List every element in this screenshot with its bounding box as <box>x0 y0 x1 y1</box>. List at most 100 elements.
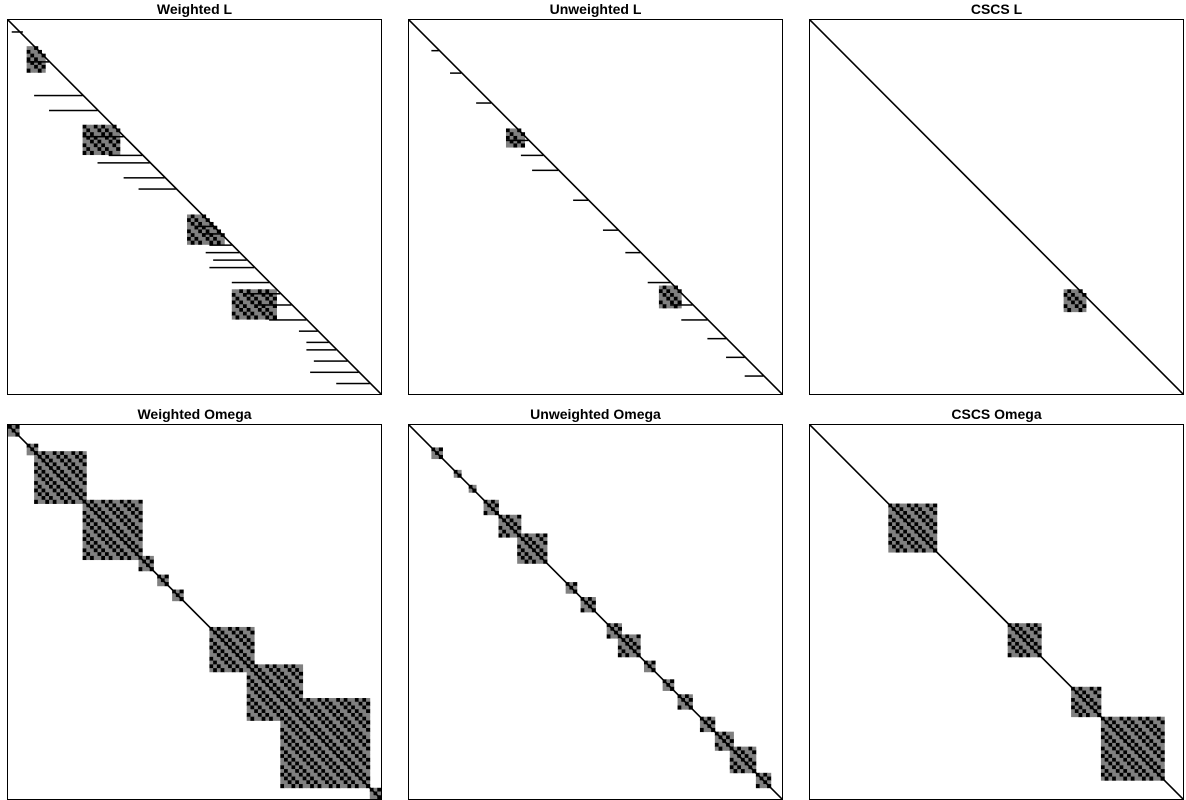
block-cell <box>276 690 281 695</box>
block-cell <box>933 511 938 516</box>
block-cell <box>767 776 772 781</box>
block-cell <box>108 514 113 519</box>
block-cell <box>287 709 292 714</box>
block-cell <box>1138 735 1143 740</box>
block-cell <box>298 769 304 774</box>
block-cell <box>67 473 72 478</box>
block-cell <box>354 735 360 740</box>
block-cell <box>1104 757 1109 762</box>
block-cell <box>759 772 764 777</box>
block-cell <box>744 765 749 770</box>
block-cell <box>250 679 255 684</box>
block-cell <box>284 776 289 781</box>
block-cell <box>1100 720 1106 725</box>
block-cell <box>254 664 259 669</box>
block-cell <box>520 139 526 144</box>
block-cell <box>513 132 518 137</box>
block-cell <box>621 634 626 639</box>
block-cell <box>257 709 263 714</box>
block-cell <box>131 533 136 538</box>
block-cell <box>287 724 292 729</box>
block-cell <box>921 544 927 549</box>
block-cell <box>1071 701 1076 706</box>
block-cell <box>298 776 304 781</box>
block-cell <box>265 709 270 714</box>
block-cell <box>517 514 522 519</box>
block-cell <box>220 641 225 647</box>
block-cell <box>491 511 496 516</box>
block-cell <box>246 671 251 676</box>
block-cell <box>250 296 255 301</box>
block-cell <box>287 761 292 766</box>
block-cell <box>101 511 106 516</box>
block-cell <box>302 716 307 721</box>
block-cell <box>617 626 623 632</box>
block-cell <box>895 514 900 519</box>
block-cell <box>231 315 236 320</box>
block-cell <box>910 518 915 523</box>
block-cell <box>1156 731 1162 736</box>
block-cell <box>280 724 285 729</box>
block-cell <box>1127 754 1132 759</box>
block-cell <box>254 694 259 699</box>
block-cell <box>1153 772 1158 777</box>
block-cell <box>1108 746 1113 751</box>
block-cell <box>49 499 54 504</box>
block-cell <box>1115 757 1120 762</box>
block-cell <box>1071 690 1076 695</box>
block-cell <box>138 499 143 504</box>
block-cell <box>733 754 738 759</box>
block-cell <box>502 522 507 527</box>
block-cell <box>487 511 492 516</box>
block-cell <box>108 555 113 561</box>
block-cell <box>90 518 95 523</box>
row-band <box>625 251 641 254</box>
block-cell <box>298 765 304 770</box>
block-cell <box>265 315 270 320</box>
block-cell <box>310 772 315 777</box>
block-cell <box>97 128 102 133</box>
block-cell <box>265 307 270 313</box>
block-cell <box>313 769 318 774</box>
block-cell <box>287 727 292 733</box>
block-cell <box>82 462 87 467</box>
block-cell <box>910 529 915 534</box>
block-cell <box>524 555 529 561</box>
block-cell <box>313 742 318 748</box>
block-cell <box>265 289 270 294</box>
block-cell <box>235 660 240 665</box>
block-cell <box>1138 769 1143 774</box>
block-cell <box>933 507 938 512</box>
block-cell <box>86 540 91 546</box>
block-cell <box>910 537 915 542</box>
block-cell <box>513 525 518 531</box>
block-cell <box>250 698 255 703</box>
block-cell <box>321 727 326 733</box>
block-cell <box>328 716 333 721</box>
block-cell <box>302 742 307 748</box>
block-cell <box>1127 765 1132 770</box>
block-cell <box>90 514 95 519</box>
block-cell <box>328 731 333 736</box>
block-cell <box>213 634 218 639</box>
block-cell <box>666 296 671 301</box>
block-cell <box>254 683 259 688</box>
block-cell <box>1127 746 1132 751</box>
block-cell <box>224 668 229 673</box>
block-cell <box>231 293 236 298</box>
block-cell <box>239 289 244 294</box>
block-cell <box>257 671 263 676</box>
block-cell <box>261 304 266 309</box>
block-cell <box>321 712 326 718</box>
block-cell <box>1067 293 1072 298</box>
block-cell <box>93 540 98 546</box>
block-cell <box>265 686 270 691</box>
block-cell <box>242 307 248 313</box>
block-cell <box>194 221 199 227</box>
block-cell <box>1078 293 1083 298</box>
block-cell <box>86 548 91 553</box>
block-cell <box>235 656 240 662</box>
block-cell <box>636 634 641 639</box>
block-cell <box>220 653 225 658</box>
block-cell <box>284 671 289 676</box>
